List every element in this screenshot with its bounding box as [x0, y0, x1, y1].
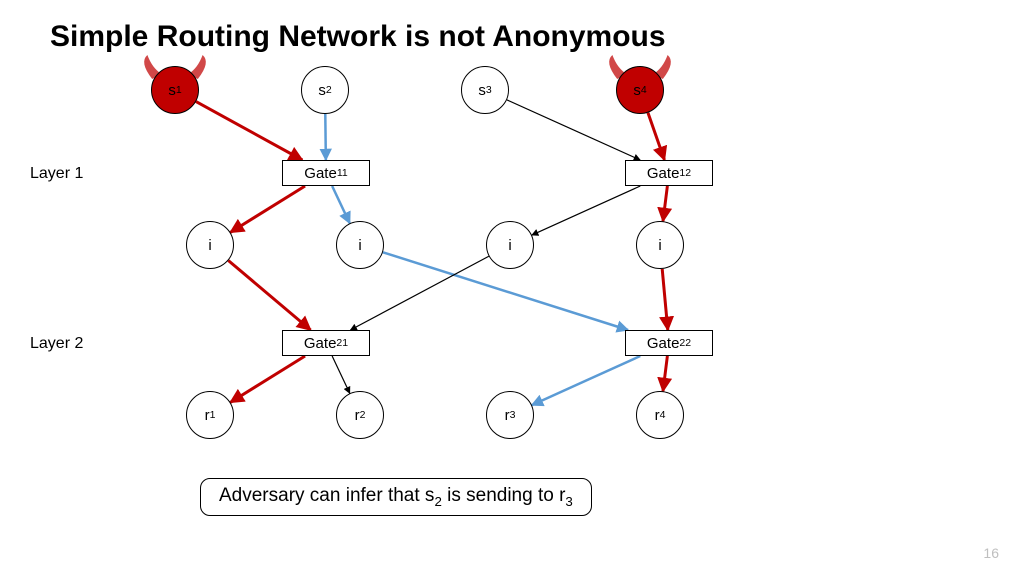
- node-s3: s3: [461, 66, 509, 114]
- node-r1: r1: [186, 391, 234, 439]
- node-s2: s2: [301, 66, 349, 114]
- node-i2: i: [336, 221, 384, 269]
- edge: [228, 260, 310, 330]
- node-i3: i: [486, 221, 534, 269]
- edge: [332, 186, 350, 223]
- edge: [507, 100, 640, 160]
- node-r2: r2: [336, 391, 384, 439]
- edge: [663, 356, 667, 391]
- gate-g22: Gate22: [625, 330, 713, 356]
- edge: [230, 186, 305, 232]
- edge: [532, 186, 640, 235]
- edge: [663, 186, 667, 221]
- node-r4: r4: [636, 391, 684, 439]
- node-r3: r3: [486, 391, 534, 439]
- edge: [532, 356, 640, 405]
- slide-title: Simple Routing Network is not Anonymous: [50, 20, 666, 54]
- gate-g12: Gate12: [625, 160, 713, 186]
- node-s1: s1: [151, 66, 199, 114]
- node-i4: i: [636, 221, 684, 269]
- edge: [350, 256, 488, 330]
- gate-g11: Gate11: [282, 160, 370, 186]
- edge: [662, 269, 668, 330]
- caption-box: Adversary can infer that s2 is sending t…: [200, 478, 592, 516]
- edge: [332, 356, 350, 393]
- edge: [196, 102, 302, 160]
- page-number: 16: [983, 545, 999, 561]
- edge: [325, 114, 326, 160]
- edge: [230, 356, 305, 402]
- layer2-label: Layer 2: [30, 335, 83, 353]
- layer1-label: Layer 1: [30, 165, 83, 183]
- gate-g21: Gate21: [282, 330, 370, 356]
- node-i1: i: [186, 221, 234, 269]
- edge: [648, 113, 665, 160]
- node-s4: s4: [616, 66, 664, 114]
